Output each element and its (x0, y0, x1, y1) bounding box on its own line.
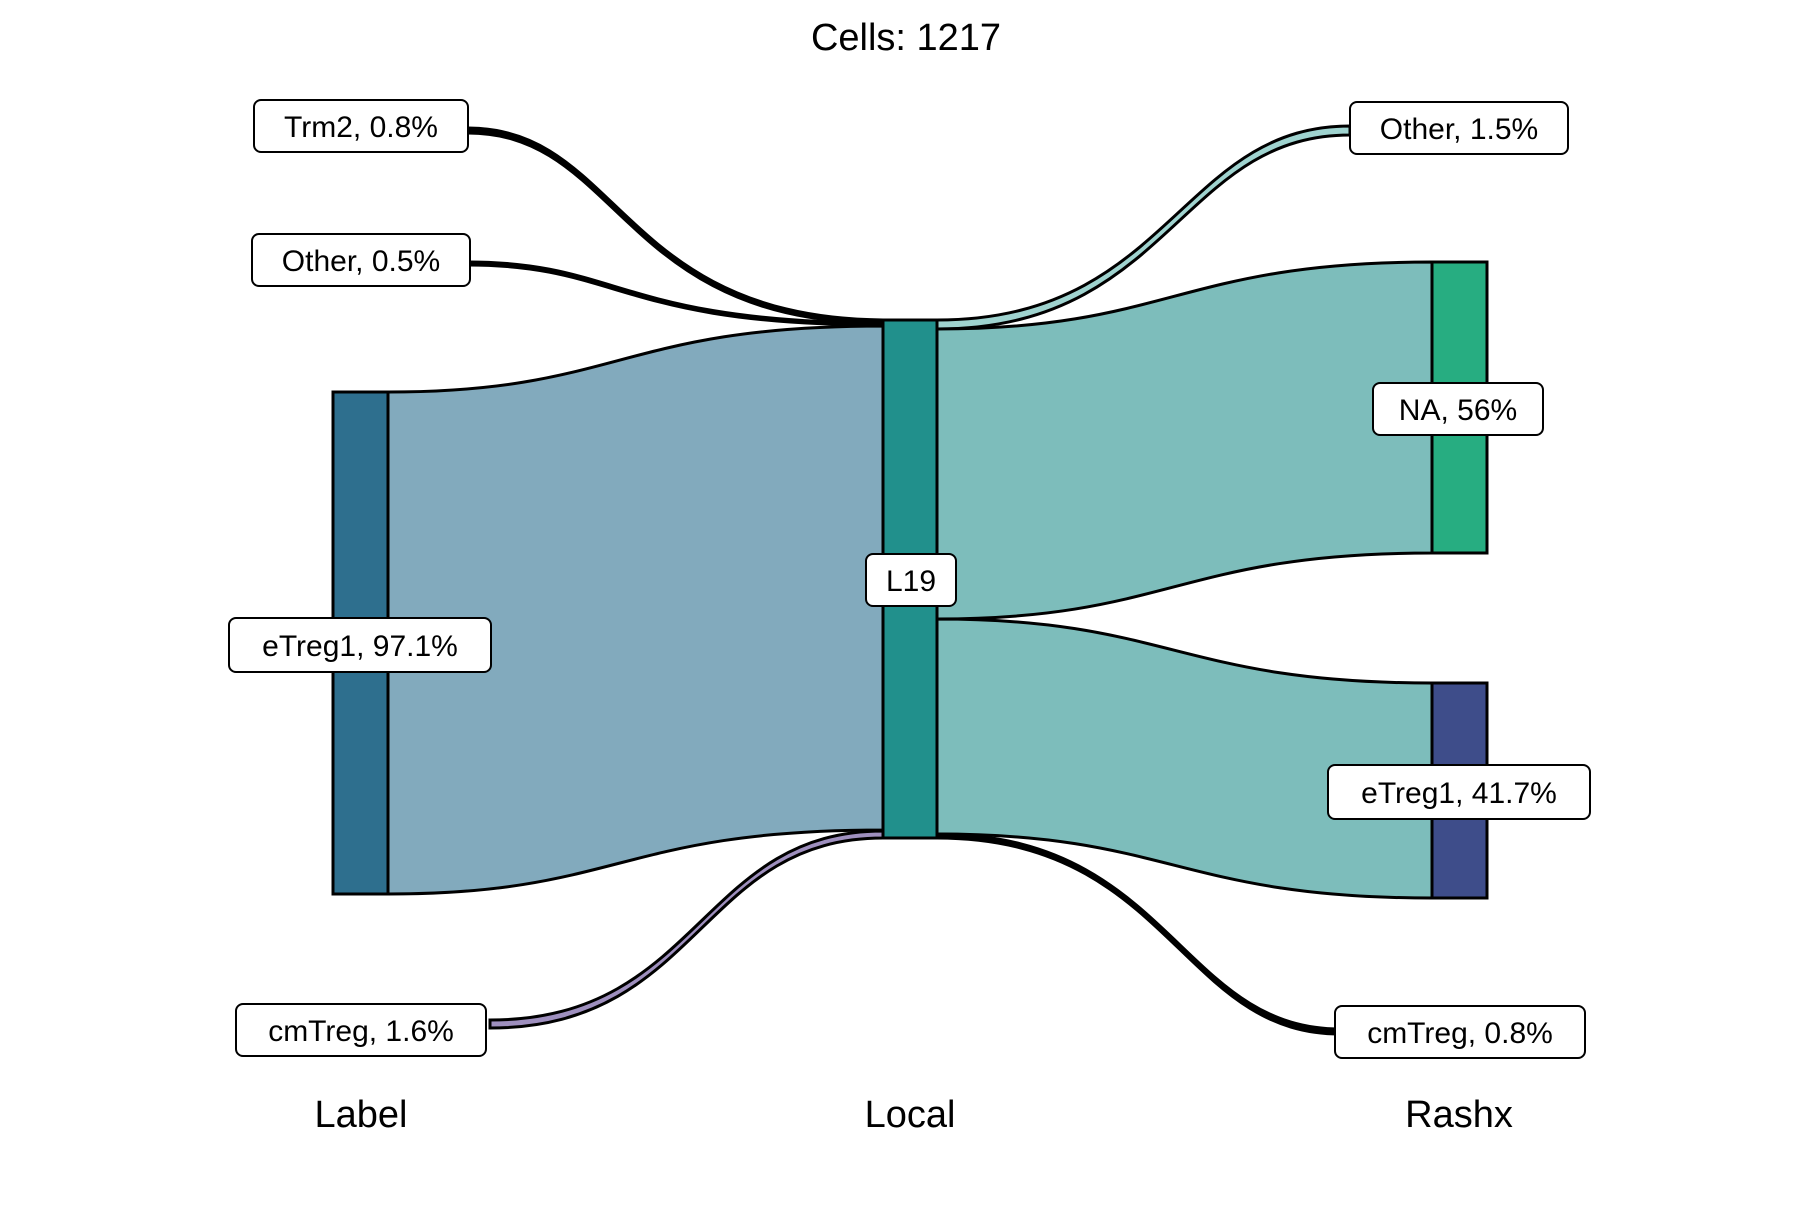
flow-etreg1-to-l19 (386, 324, 885, 896)
axis-label-local: Local (865, 1094, 956, 1136)
svg-text:eTreg1, 97.1%: eTreg1, 97.1% (262, 630, 458, 663)
svg-text:eTreg1, 41.7%: eTreg1, 41.7% (1361, 777, 1557, 810)
chart-title: Cells: 1217 (811, 17, 1001, 59)
node-label-label-other: Other, 0.5% (251, 233, 471, 287)
flow-trm2-to-l19 (466, 126, 885, 325)
node-label-label-trm2: Trm2, 0.8% (253, 99, 469, 153)
svg-text:cmTreg, 0.8%: cmTreg, 0.8% (1367, 1017, 1553, 1050)
node-label-rashx-na: NA, 56% (1372, 382, 1544, 436)
svg-text:Other, 0.5%: Other, 0.5% (282, 245, 440, 278)
node-label-local-l19: L19 (865, 553, 957, 607)
node-label-label-cmtreg: cmTreg, 1.6% (235, 1003, 487, 1057)
node-label-label-etreg1: eTreg1, 97.1% (228, 617, 492, 673)
node-label-rashx-etreg1: eTreg1, 41.7% (1327, 764, 1591, 820)
svg-text:Other, 1.5%: Other, 1.5% (1380, 113, 1538, 146)
node-label-rashx-other: Other, 1.5% (1349, 101, 1569, 155)
svg-text:NA, 56%: NA, 56% (1399, 394, 1517, 427)
svg-text:cmTreg, 1.6%: cmTreg, 1.6% (268, 1015, 454, 1048)
flow-l19-to-rashx-etreg1 (935, 617, 1434, 900)
axis-label-label: Label (315, 1094, 408, 1136)
node-label-rashx-cmtreg: cmTreg, 0.8% (1334, 1005, 1586, 1059)
axis-label-rashx: Rashx (1405, 1094, 1513, 1136)
svg-text:L19: L19 (886, 565, 936, 598)
svg-text:Trm2, 0.8%: Trm2, 0.8% (284, 111, 438, 144)
